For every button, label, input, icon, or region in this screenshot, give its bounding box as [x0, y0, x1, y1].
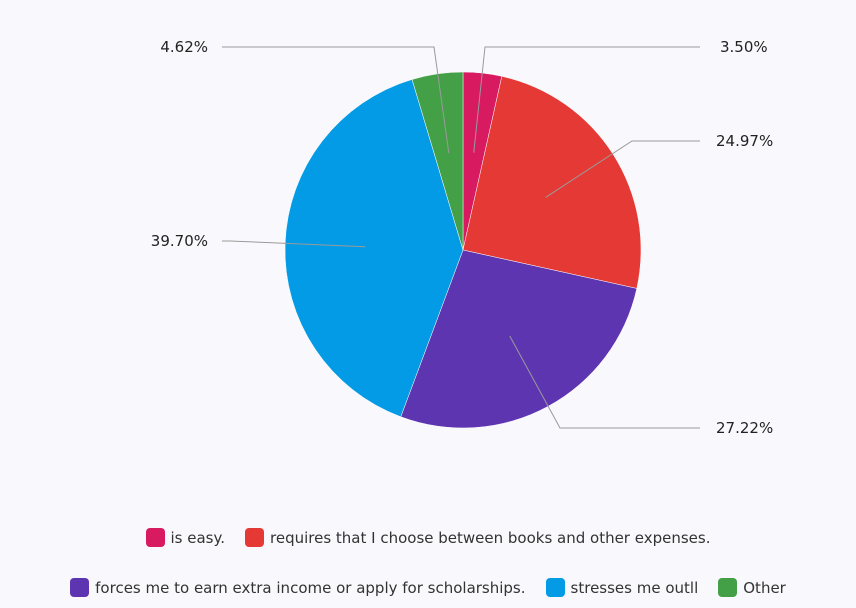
legend-row-1: is easy. requires that I choose between … — [0, 528, 856, 547]
legend-item-requires-choose[interactable]: requires that I choose between books and… — [245, 528, 710, 547]
legend-swatch — [718, 578, 738, 597]
slice-percent-label: 4.62% — [160, 38, 208, 56]
legend-item-stresses[interactable]: stresses me outll — [545, 578, 699, 597]
leader-line — [545, 140, 700, 198]
pie-slice-requires-that-i-choose-between-books-and-other-expenses[interactable] — [462, 75, 642, 289]
leader-line — [473, 46, 700, 153]
legend-item-forces-earn[interactable]: forces me to earn extra income or apply … — [70, 578, 526, 597]
legend-item-other[interactable]: Other — [718, 578, 786, 597]
legend-label: requires that I choose between books and… — [270, 528, 711, 547]
legend-swatch — [145, 528, 165, 547]
leader-line — [509, 335, 700, 429]
legend-item-is-easy[interactable]: is easy. — [145, 528, 226, 547]
legend-label: stresses me outll — [570, 578, 699, 597]
legend-label: forces me to earn extra income or apply … — [95, 578, 526, 597]
leader-line — [222, 46, 450, 154]
legend-label: is easy. — [170, 528, 226, 547]
pie-chart-svg: 3.50% 24.97% 27.22% 39.70% 4.62% — [151, 38, 773, 437]
slice-percent-label: 27.22% — [716, 419, 773, 437]
legend-row-2: forces me to earn extra income or apply … — [0, 578, 856, 597]
legend-swatch — [245, 528, 264, 547]
legend-swatch — [70, 578, 90, 597]
slice-percent-label: 24.97% — [716, 132, 773, 150]
slice-percent-label: 3.50% — [720, 38, 768, 56]
legend-label: Other — [743, 578, 786, 597]
legend-swatch — [545, 578, 565, 597]
pie-slice-stresses-me-outll[interactable] — [284, 79, 464, 418]
leader-line — [222, 240, 366, 248]
slice-percent-label: 39.70% — [151, 232, 208, 250]
